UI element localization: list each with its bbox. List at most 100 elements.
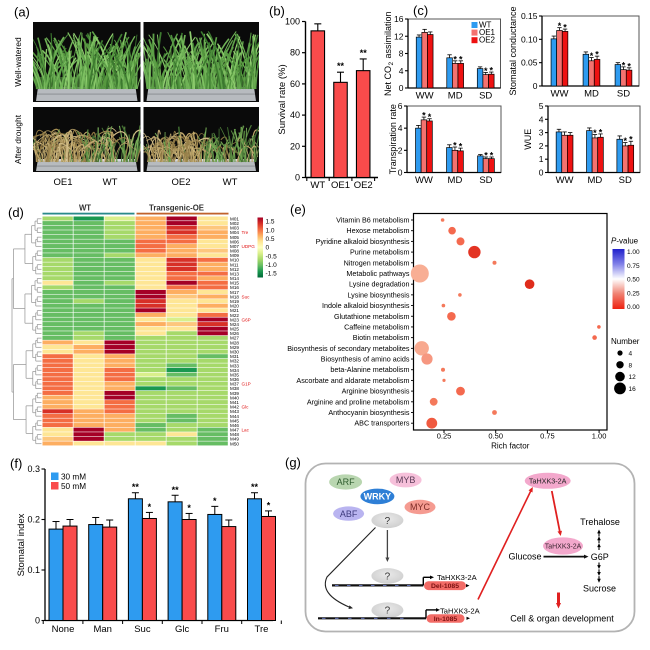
svg-text:0.15: 0.15	[521, 11, 538, 21]
svg-text:1: 1	[539, 154, 544, 164]
svg-text:M26: M26	[230, 331, 239, 336]
svg-text:0.25: 0.25	[627, 290, 640, 297]
svg-text:8: 8	[399, 49, 404, 59]
svg-text:Tre: Tre	[255, 624, 269, 635]
svg-text:0.1: 0.1	[27, 565, 40, 575]
svg-text:Ascorbate and aldarate metabol: Ascorbate and aldarate metabolism	[296, 376, 409, 385]
svg-text:*: *	[622, 60, 626, 70]
svg-text:M02: M02	[230, 221, 239, 226]
svg-text:M08: M08	[230, 249, 239, 254]
svg-text:M10: M10	[230, 258, 239, 263]
svg-text:*: *	[459, 54, 463, 64]
svg-text:*: *	[187, 503, 191, 513]
svg-text:Vitamin B6 metabolism: Vitamin B6 metabolism	[336, 216, 409, 225]
svg-text:SD: SD	[479, 91, 492, 102]
svg-text:*: *	[490, 66, 494, 76]
svg-text:OE1: OE1	[479, 28, 496, 37]
svg-text:**: **	[360, 48, 368, 58]
svg-text:-1.5: -1.5	[266, 271, 278, 278]
svg-text:M05: M05	[230, 235, 239, 240]
svg-text:50 mM: 50 mM	[61, 482, 86, 491]
svg-text:1.00: 1.00	[627, 249, 640, 256]
svg-text:**: **	[132, 482, 140, 492]
svg-text:*: *	[595, 50, 599, 60]
svg-text:-0.5: -0.5	[266, 253, 278, 260]
svg-text:SD: SD	[617, 89, 630, 100]
svg-text:M14: M14	[230, 276, 239, 281]
svg-text:Fru: Fru	[215, 624, 229, 635]
svg-text:*: *	[484, 66, 488, 76]
svg-text:*: *	[459, 142, 463, 152]
svg-text:100: 100	[285, 17, 300, 27]
svg-text:**: **	[337, 61, 345, 71]
svg-text:TaHXK3-2A: TaHXK3-2A	[529, 476, 567, 485]
svg-text:ABF: ABF	[340, 509, 358, 519]
svg-text:After drought: After drought	[13, 114, 23, 164]
svg-text:TaHXK3-2A: TaHXK3-2A	[545, 543, 582, 550]
svg-text:?: ?	[385, 606, 391, 617]
svg-text:Rich factor: Rich factor	[491, 442, 530, 451]
svg-text:Number: Number	[611, 337, 640, 346]
svg-text:20: 20	[290, 141, 300, 151]
svg-text:**: **	[172, 485, 180, 495]
svg-text:OE2: OE2	[171, 177, 190, 188]
svg-text:WT: WT	[479, 20, 492, 29]
svg-text:Biotin metabolism: Biotin metabolism	[353, 333, 410, 342]
svg-text:Cell & organ development: Cell & organ development	[510, 613, 614, 623]
svg-text:Glc: Glc	[175, 624, 190, 635]
svg-text:*: *	[629, 135, 633, 145]
svg-text:0.2: 0.2	[27, 515, 40, 525]
svg-text:12: 12	[394, 31, 404, 41]
svg-text:M32: M32	[230, 359, 239, 364]
svg-text:Purine metabolism: Purine metabolism	[350, 248, 410, 257]
svg-text:M42: M42	[230, 405, 239, 410]
svg-text:Transgenic-OE: Transgenic-OE	[149, 204, 204, 213]
svg-text:In-1085: In-1085	[434, 616, 458, 623]
svg-text:ABC transporters: ABC transporters	[354, 419, 410, 428]
svg-text:M19: M19	[230, 299, 239, 304]
svg-text:0: 0	[35, 616, 40, 626]
svg-text:beta-Alanine metabolism: beta-Alanine metabolism	[330, 365, 409, 374]
svg-text:80: 80	[290, 48, 300, 58]
svg-text:4: 4	[398, 123, 403, 133]
svg-text:None: None	[52, 624, 75, 635]
svg-text:Nitrogen metabolism: Nitrogen metabolism	[344, 258, 410, 267]
svg-text:(c): (c)	[413, 3, 428, 18]
svg-text:4: 4	[399, 66, 404, 76]
svg-text:0.50: 0.50	[488, 432, 503, 441]
svg-text:MD: MD	[448, 91, 463, 102]
svg-text:1.00: 1.00	[592, 432, 607, 441]
svg-text:M35: M35	[230, 372, 239, 377]
svg-text:2: 2	[398, 145, 403, 155]
svg-text:MYB: MYB	[396, 475, 416, 485]
svg-text:4: 4	[539, 114, 544, 124]
svg-text:*: *	[599, 127, 603, 137]
svg-text:*: *	[490, 150, 494, 160]
svg-text:0.3: 0.3	[27, 464, 40, 474]
svg-text:4: 4	[629, 351, 633, 358]
svg-text:Metabolic pathways: Metabolic pathways	[346, 269, 410, 278]
svg-text:WT: WT	[103, 177, 118, 188]
svg-text:0.5: 0.5	[266, 236, 275, 243]
svg-text:M33: M33	[230, 363, 239, 368]
svg-text:?: ?	[385, 571, 391, 582]
svg-text:M07: M07	[230, 244, 239, 249]
svg-text:M36: M36	[230, 377, 239, 382]
svg-text:(b): (b)	[269, 4, 285, 19]
svg-text:*: *	[267, 500, 271, 510]
svg-text:Lysine biosynthesis: Lysine biosynthesis	[347, 290, 409, 299]
svg-text:M30: M30	[230, 350, 239, 355]
svg-text:Survival rate (%): Survival rate (%)	[277, 64, 288, 134]
svg-text:OE1: OE1	[53, 177, 72, 188]
svg-text:M11: M11	[230, 262, 239, 267]
svg-text:Biosynthesis of secondary meta: Biosynthesis of secondary metabolites	[287, 344, 410, 353]
svg-text:M06: M06	[230, 239, 239, 244]
svg-text:*: *	[590, 51, 594, 61]
svg-text:M20: M20	[230, 304, 239, 309]
svg-text:30 mM: 30 mM	[61, 473, 86, 482]
svg-text:MD: MD	[588, 175, 603, 186]
svg-text:5: 5	[539, 101, 544, 111]
svg-text:6: 6	[398, 101, 403, 111]
svg-text:(e): (e)	[290, 202, 306, 217]
svg-text:0.00: 0.00	[627, 304, 640, 311]
